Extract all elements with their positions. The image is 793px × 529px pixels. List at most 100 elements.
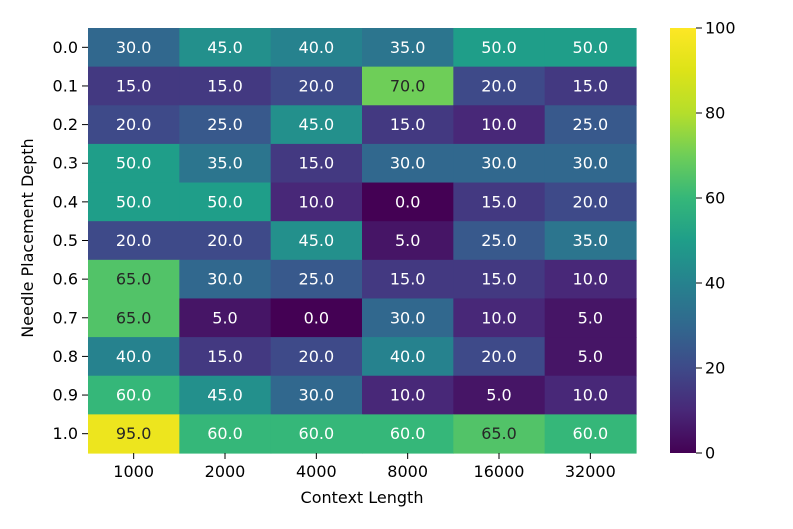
y-tick-label: 0.4 (53, 192, 78, 211)
heatmap-cell (270, 298, 363, 338)
heatmap-cell (88, 143, 180, 184)
cell-value-label: 65.0 (481, 424, 517, 443)
cell-value-label: 10.0 (481, 115, 517, 134)
heatmap-cell (179, 298, 272, 338)
cell-value-label: 65.0 (116, 308, 152, 327)
cell-value-label: 15.0 (207, 347, 243, 366)
cell-value-label: 5.0 (486, 386, 511, 405)
heatmap-cell (453, 28, 546, 68)
y-tick-label: 0.1 (53, 76, 78, 95)
heatmap-cell (88, 28, 180, 68)
cell-value-label: 20.0 (207, 231, 243, 250)
cell-value-label: 5.0 (212, 308, 237, 327)
cell-value-label: 15.0 (116, 76, 152, 95)
heatmap-cell (270, 143, 363, 184)
cell-value-label: 70.0 (390, 76, 426, 95)
y-axis-ticks: 0.0 0.1 0.2 0.3 0.4 0.5 0.6 0.7 0.8 0.9 1.0 (53, 38, 88, 443)
y-tick-label: 0.8 (53, 347, 78, 366)
heatmap-cell (453, 375, 546, 415)
heatmap-cell (88, 66, 180, 106)
heatmap-cell (544, 414, 637, 454)
x-tick-label: 2000 (205, 462, 246, 481)
heatmap-cell (270, 375, 363, 415)
heatmap-cell (544, 105, 637, 145)
cell-value-label: 30.0 (481, 154, 517, 173)
heatmap-cell (179, 143, 272, 184)
heatmap-cell (453, 298, 546, 338)
cell-value-label: 10.0 (390, 386, 426, 405)
cell-value-label: 95.0 (116, 424, 152, 443)
heatmap-cell (544, 182, 637, 222)
cell-value-label: 20.0 (573, 192, 609, 211)
y-tick-label: 0.0 (53, 38, 78, 57)
heatmap-cell (362, 259, 454, 300)
heatmap-cell (362, 28, 454, 68)
cell-value-label: 15.0 (573, 76, 609, 95)
heatmap-cell (270, 28, 363, 68)
cell-value-label: 25.0 (299, 270, 335, 289)
x-tick-label: 8000 (387, 462, 428, 481)
heatmap-cell (88, 105, 180, 145)
heatmap-cell (88, 259, 180, 300)
heatmap-cell (453, 105, 546, 145)
y-tick-label: 0.6 (53, 270, 78, 289)
heatmap-cell (270, 414, 363, 454)
cell-value-label: 20.0 (299, 347, 335, 366)
heatmap-cell (179, 28, 272, 68)
heatmap-cell (453, 259, 546, 300)
heatmap-cell (453, 182, 546, 222)
cell-value-label: 25.0 (207, 115, 243, 134)
heatmap-cell (88, 221, 180, 261)
y-tick-label: 0.7 (53, 308, 78, 327)
cell-value-label: 20.0 (481, 76, 517, 95)
cell-value-label: 60.0 (116, 386, 152, 405)
heatmap-cell (88, 337, 180, 377)
cell-value-label: 45.0 (207, 386, 243, 405)
heatmap-cell (544, 375, 637, 415)
x-tick-label: 4000 (296, 462, 337, 481)
heatmap-cell (453, 66, 546, 106)
cell-value-label: 10.0 (573, 386, 609, 405)
cell-value-label: 15.0 (390, 115, 426, 134)
cell-value-label: 50.0 (573, 38, 609, 57)
cell-value-label: 25.0 (481, 231, 517, 250)
heatmap-cell (179, 375, 272, 415)
cell-value-label: 0.0 (304, 308, 329, 327)
y-tick-label: 0.5 (53, 231, 78, 250)
heatmap-cell (270, 221, 363, 261)
heatmap-cell (179, 182, 272, 222)
x-axis-ticks: 1000 2000 4000 8000 16000 32000 (113, 453, 616, 481)
heatmap-cell (179, 221, 272, 261)
colorbar-tick-label: 100 (705, 19, 736, 38)
heatmap-cell (362, 337, 454, 377)
heatmap-cell (88, 414, 180, 454)
cell-value-label: 15.0 (299, 154, 335, 173)
colorbar-tick-label: 0 (705, 444, 715, 463)
cell-value-label: 45.0 (299, 115, 335, 134)
cell-value-label: 20.0 (116, 115, 152, 134)
cell-value-label: 15.0 (481, 192, 517, 211)
cell-value-label: 35.0 (573, 231, 609, 250)
colorbar-tick-label: 40 (705, 274, 725, 293)
heatmap-cell (362, 105, 454, 145)
heatmap-cell (270, 66, 363, 106)
heatmap-cell-labels: 30.0 45.0 40.0 35.0 50.0 50.0 15.0 15.0 20.0 70.0… (116, 38, 608, 443)
colorbar-tick-label: 60 (705, 189, 725, 208)
cell-value-label: 60.0 (573, 424, 609, 443)
colorbar-ticks: 0 20 40 60 80 100 (696, 19, 736, 463)
heatmap-cell (179, 105, 272, 145)
heatmap-cell (544, 143, 637, 184)
x-tick-label: 16000 (474, 462, 525, 481)
cell-value-label: 30.0 (390, 308, 426, 327)
cell-value-label: 10.0 (573, 270, 609, 289)
y-tick-label: 0.2 (53, 115, 78, 134)
x-tick-label: 1000 (113, 462, 154, 481)
heatmap-cell (88, 298, 180, 338)
y-axis-label: Needle Placement Depth (18, 138, 37, 337)
cell-value-label: 50.0 (207, 192, 243, 211)
cell-value-label: 10.0 (299, 192, 335, 211)
heatmap-cell (179, 259, 272, 300)
cell-value-label: 5.0 (395, 231, 420, 250)
cell-value-label: 40.0 (390, 347, 426, 366)
y-tick-label: 1.0 (53, 424, 78, 443)
